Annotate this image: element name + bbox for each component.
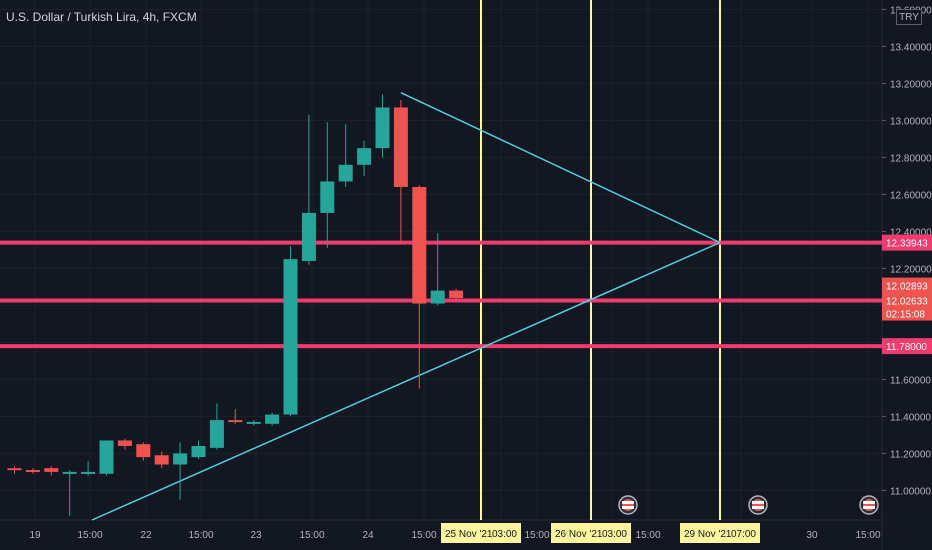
candle-body [81, 471, 96, 474]
x-tick-label: 15:00 [635, 530, 660, 541]
y-tick-label: 12.60000 [890, 190, 932, 201]
event-icon-stripe [622, 506, 634, 509]
x-tick-label: 15:00 [855, 530, 880, 541]
horizontal-level-label: 12.33943 [886, 239, 928, 250]
vertical-markers [480, 0, 721, 520]
candle-body [393, 107, 408, 187]
candle-body [25, 470, 40, 473]
candles [7, 94, 464, 517]
vertical-marker-time: 03:00 [492, 529, 517, 540]
x-tick-label: 23 [250, 530, 262, 541]
vertical-marker-time: 07:00 [731, 529, 756, 540]
x-tick-label: 15:00 [77, 530, 102, 541]
vertical-marker-date: 25 Nov '21 [445, 529, 493, 540]
price-tag-countdown: 02:15:08 [886, 310, 925, 321]
x-tick-label: 15:00 [524, 530, 549, 541]
y-tick-label: 12.20000 [890, 264, 932, 275]
candle-body [228, 420, 243, 423]
candle-body [191, 446, 206, 458]
candle-body [209, 420, 224, 448]
candle-body [430, 290, 445, 304]
event-icon-stripe [752, 501, 764, 504]
vertical-marker-date: 29 Nov '21 [684, 529, 732, 540]
vertical-marker-tag [551, 523, 631, 543]
event-icon-stripe [863, 501, 875, 504]
trendline [91, 241, 721, 521]
event-icon-flag [622, 499, 634, 511]
x-tick-label: 30 [806, 530, 818, 541]
candle-body [265, 414, 280, 424]
candle-body [412, 187, 427, 304]
horizontal-level-label: 11.78000 [886, 342, 927, 353]
y-tick-label: 13.00000 [890, 116, 932, 127]
price-tag-label: 12.02633 [886, 297, 928, 308]
price-tag-label: 12.02893 [886, 282, 928, 293]
vertical-marker-tag [441, 523, 521, 543]
vertical-marker-date: 26 Nov '21 [555, 529, 603, 540]
candle-body [62, 471, 77, 474]
grid-lines [0, 0, 883, 550]
candle-body [357, 148, 372, 165]
candle-body [7, 468, 22, 471]
event-icon-flag [752, 499, 764, 511]
candle-body [117, 440, 132, 446]
y-tick-label: 13.20000 [890, 79, 932, 90]
economic-event-icon[interactable] [618, 495, 638, 515]
candle-body [283, 259, 298, 415]
x-tick-label: 15:00 [188, 530, 213, 541]
event-icon-stripe [752, 506, 764, 509]
candle-body [246, 421, 261, 424]
y-tick-label: 11.20000 [890, 449, 931, 460]
horizontal-level-tag [882, 338, 932, 355]
y-tick-label: 11.00000 [890, 486, 931, 497]
candle-body [136, 444, 151, 458]
y-axis: 13.6000013.4000013.2000013.0000012.80000… [882, 5, 932, 497]
candle-body [173, 453, 188, 465]
event-icons[interactable] [618, 495, 879, 515]
y-tick-label: 11.60000 [890, 375, 931, 386]
y-tick-label: 12.80000 [890, 153, 932, 164]
candle-body [44, 468, 59, 472]
candle-body [449, 290, 464, 298]
y-tick-label: 13.40000 [890, 42, 932, 53]
candle-body [338, 164, 353, 182]
trendline [400, 91, 721, 244]
horizontal-level-tag [882, 234, 932, 251]
y-tick-label: 12.40000 [890, 227, 932, 238]
vertical-marker-time: 03:00 [602, 529, 627, 540]
x-tick-label: 15:00 [299, 530, 324, 541]
x-tick-label: 19 [29, 530, 41, 541]
currency-badge[interactable]: TRY [896, 9, 922, 25]
candle-body [375, 107, 390, 149]
x-tick-label: 24 [362, 530, 374, 541]
trendlines [91, 91, 721, 521]
vertical-marker-tag [680, 523, 760, 543]
x-tick-label: 22 [140, 530, 152, 541]
economic-event-icon[interactable] [748, 495, 768, 515]
candle-body [301, 212, 316, 261]
chart-title: U.S. Dollar / Turkish Lira, 4h, FXCM [6, 10, 197, 24]
candle-body [99, 440, 114, 474]
x-tick-label: 15:00 [411, 530, 436, 541]
candle-body [154, 455, 169, 465]
event-icon-flag [863, 499, 875, 511]
y-tick-label: 11.40000 [890, 412, 931, 423]
event-icon-stripe [622, 501, 634, 504]
event-icon-stripe [863, 506, 875, 509]
x-axis: 19 15:00 22 15:00 23 15:00 24 15:00 03:00 15:00 03… [29, 523, 881, 543]
price-tag [882, 277, 932, 294]
price-tag [882, 292, 932, 321]
candle-body [320, 181, 335, 213]
economic-event-icon[interactable] [859, 495, 879, 515]
